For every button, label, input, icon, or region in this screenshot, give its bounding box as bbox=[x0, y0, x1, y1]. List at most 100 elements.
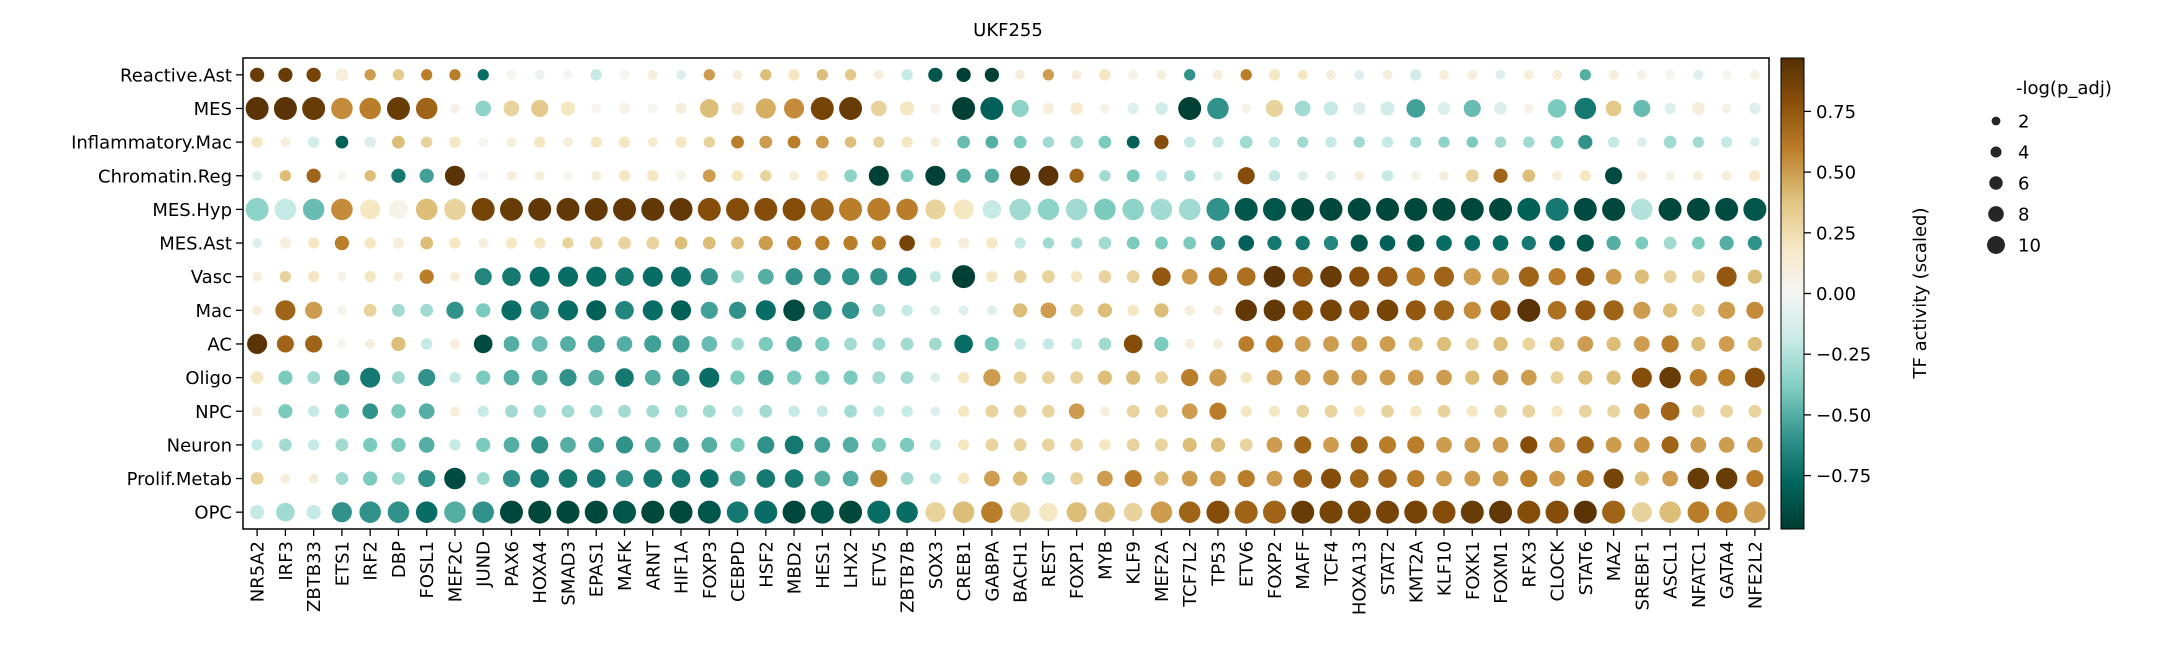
dot-NPC-FOXP1 bbox=[1068, 403, 1085, 420]
col-label: LHX2 bbox=[841, 541, 862, 588]
dot-Neuron-MEF2A bbox=[1155, 438, 1168, 452]
dot-Prolif.Metab-ARNT bbox=[643, 469, 663, 488]
dot-Inflammatory.Mac-ARNT bbox=[647, 137, 658, 148]
dot-Mac-KLF10 bbox=[1433, 300, 1455, 321]
dot-Inflammatory.Mac-ETV5 bbox=[873, 136, 885, 148]
dot-AC-LHX2 bbox=[844, 337, 857, 351]
col-label: EPAS1 bbox=[587, 541, 608, 597]
dot-NPC-FOXP2 bbox=[1268, 405, 1281, 417]
row-label: Chromatin.Reg bbox=[98, 166, 232, 187]
dot-Oligo-IRF3 bbox=[278, 370, 293, 385]
dot-Oligo-KLF9 bbox=[1126, 370, 1141, 385]
dot-MES.Ast-IRF3 bbox=[279, 237, 292, 249]
dot-Prolif.Metab-SOX3 bbox=[929, 472, 942, 485]
dot-Neuron-ARNT bbox=[644, 437, 661, 453]
dot-OPC-CREB1 bbox=[952, 501, 975, 523]
dot-MES.Ast-LHX2 bbox=[843, 235, 858, 251]
dot-Reactive.Ast-ETV6 bbox=[1240, 69, 1252, 81]
dot-Oligo-MBD2 bbox=[786, 370, 802, 385]
dot-NPC-RFX3 bbox=[1522, 404, 1536, 418]
dot-OPC-MAZ bbox=[1602, 500, 1626, 524]
dot-Inflammatory.Mac-HES1 bbox=[815, 135, 829, 149]
col-label: FOXP2 bbox=[1265, 541, 1286, 599]
dot-Chromatin.Reg-NFATC1 bbox=[1693, 170, 1704, 181]
col-label: GATA4 bbox=[1717, 541, 1738, 599]
dot-NPC-HES1 bbox=[816, 405, 828, 417]
dot-OPC-NFE2L2 bbox=[1744, 501, 1766, 523]
col-label: MEF2A bbox=[1152, 540, 1173, 602]
dot-OPC-ETV6 bbox=[1234, 500, 1258, 524]
dot-NPC-KMT2A bbox=[1410, 405, 1422, 417]
dot-Neuron-SMAD3 bbox=[560, 437, 576, 453]
dot-Inflammatory.Mac-DBP bbox=[392, 135, 405, 149]
dot-Prolif.Metab-ETS1 bbox=[335, 472, 349, 485]
dot-Chromatin.Reg-EPAS1 bbox=[591, 170, 602, 181]
dot-MES.Ast-HIF1A bbox=[674, 236, 688, 250]
dot-Prolif.Metab-LHX2 bbox=[842, 470, 859, 487]
dot-Neuron-EPAS1 bbox=[588, 437, 605, 453]
dot-Oligo-EPAS1 bbox=[588, 369, 605, 386]
dot-Prolif.Metab-FOXP1 bbox=[1070, 472, 1084, 485]
dot-Mac-FOXK1 bbox=[1463, 301, 1481, 319]
dot-OPC-SOX3 bbox=[925, 502, 946, 523]
dot-OPC-HOXA13 bbox=[1347, 500, 1371, 524]
dot-OPC-KLF9 bbox=[1123, 502, 1143, 522]
col-label: IRF2 bbox=[361, 541, 382, 581]
dot-Chromatin.Reg-JUND bbox=[478, 170, 489, 181]
dot-Reactive.Ast-GATA4 bbox=[1721, 69, 1732, 80]
dot-Inflammatory.Mac-CEBPD bbox=[731, 135, 744, 149]
dot-Inflammatory.Mac-PAX6 bbox=[506, 137, 517, 148]
dot-Chromatin.Reg-ASCL1 bbox=[1665, 170, 1676, 181]
dot-AC-IRF3 bbox=[276, 335, 294, 353]
dot-MES-SMAD3 bbox=[560, 101, 576, 116]
dot-Neuron-SREBF1 bbox=[1633, 437, 1650, 453]
dot-Chromatin.Reg-MEF2C bbox=[444, 165, 465, 186]
dot-MES.Ast-MAFF bbox=[1295, 235, 1310, 251]
dot-MES.Hyp-IRF2 bbox=[360, 199, 381, 220]
dot-Neuron-IRF2 bbox=[363, 437, 378, 453]
dot-Prolif.Metab-CEBPD bbox=[729, 470, 746, 487]
size-legend-marker bbox=[1989, 176, 2003, 190]
dot-Chromatin.Reg-STAT6 bbox=[1579, 170, 1591, 182]
dot-Prolif.Metab-GATA4 bbox=[1715, 467, 1738, 490]
col-label: MBD2 bbox=[785, 541, 806, 594]
dot-Vasc-ETV6 bbox=[1236, 267, 1256, 286]
dot-Chromatin.Reg-ETV5 bbox=[868, 165, 889, 186]
dot-MES-FOXP2 bbox=[1265, 99, 1284, 118]
dot-Neuron-FOXP1 bbox=[1070, 438, 1084, 452]
dot-NPC-HIF1A bbox=[674, 404, 688, 418]
dot-Chromatin.Reg-ZBTB33 bbox=[306, 168, 321, 183]
dot-Mac-MYB bbox=[1097, 303, 1113, 318]
dot-Chromatin.Reg-KLF10 bbox=[1439, 170, 1449, 181]
dot-Oligo-FOXM1 bbox=[1492, 369, 1509, 386]
dot-MES.Ast-REST bbox=[1042, 237, 1055, 249]
dot-Vasc-NFATC1 bbox=[1691, 270, 1705, 284]
dot-Vasc-BACH1 bbox=[1013, 270, 1027, 284]
dot-OPC-MEF2C bbox=[444, 501, 466, 523]
dot-Inflammatory.Mac-GABPA bbox=[985, 135, 999, 149]
dot-MES.Ast-STAT6 bbox=[1576, 234, 1594, 252]
dot-AC-GATA4 bbox=[1718, 336, 1735, 352]
dot-Chromatin.Reg-PAX6 bbox=[506, 170, 517, 181]
dot-MES.Hyp-GATA4 bbox=[1715, 197, 1739, 221]
col-label: FOXP3 bbox=[700, 541, 721, 599]
dot-Neuron-MAFF bbox=[1294, 436, 1312, 454]
colorbar bbox=[1780, 57, 1805, 530]
dot-Oligo-JUND bbox=[476, 370, 491, 385]
col-label: KLF10 bbox=[1435, 541, 1456, 596]
row-label: OPC bbox=[194, 503, 232, 524]
dot-NPC-EPAS1 bbox=[589, 404, 603, 418]
dot-Mac-FOSL1 bbox=[420, 303, 434, 317]
dot-Mac-EPAS1 bbox=[586, 300, 607, 321]
dot-Reactive.Ast-NFATC1 bbox=[1693, 69, 1704, 80]
dot-Oligo-NFATC1 bbox=[1689, 369, 1707, 387]
dot-Chromatin.Reg-ZBTB7B bbox=[900, 169, 914, 183]
dot-AC-MEF2C bbox=[450, 339, 460, 349]
dot-Vasc-MAFK bbox=[615, 267, 634, 286]
dot-Inflammatory.Mac-ZBTB33 bbox=[307, 136, 320, 148]
dot-NPC-CLOCK bbox=[1551, 405, 1563, 417]
dot-Inflammatory.Mac-SOX3 bbox=[930, 137, 941, 148]
dot-AC-FOXK1 bbox=[1465, 337, 1479, 351]
